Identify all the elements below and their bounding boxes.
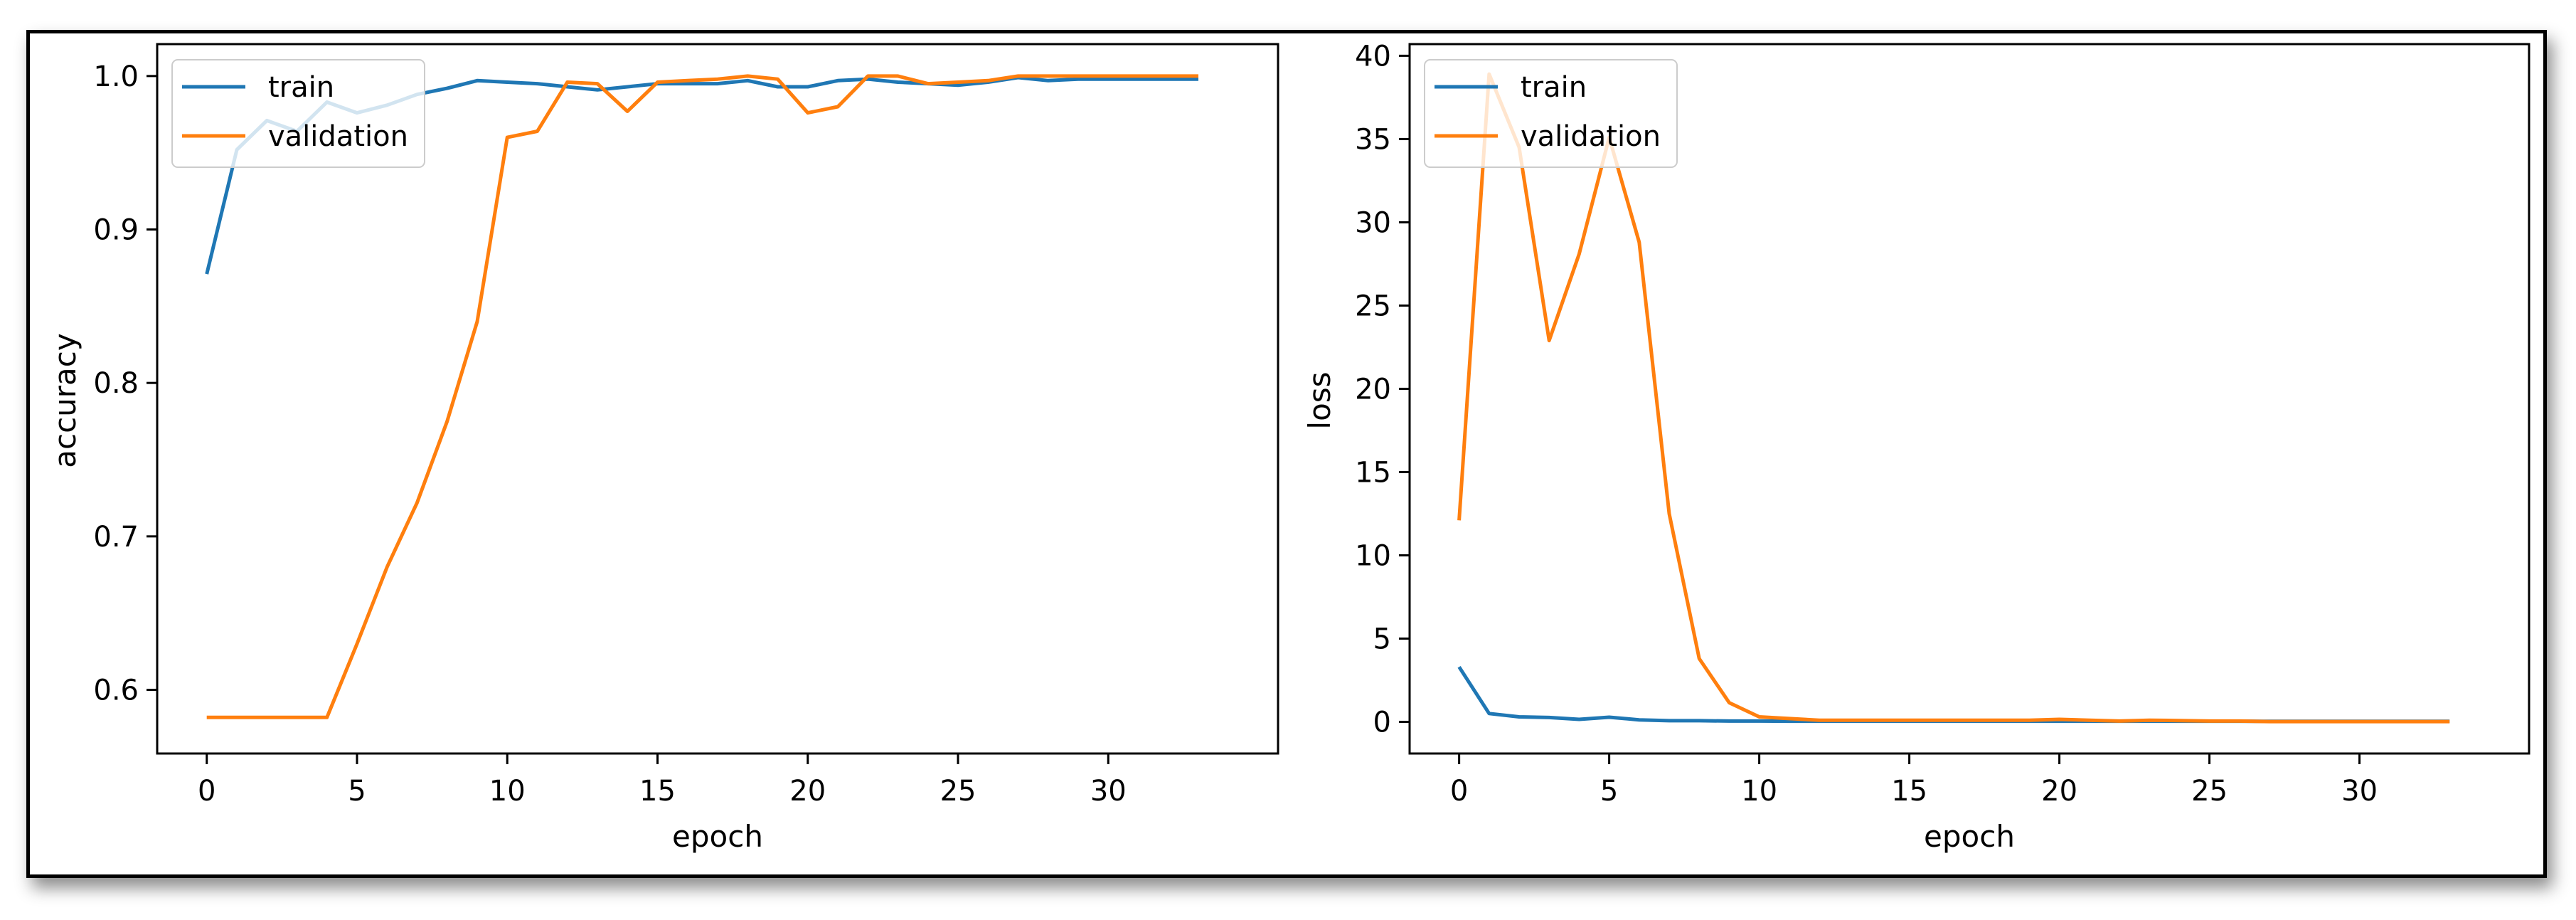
x-tick-label: 30 [2341,775,2378,808]
y-tick-label: 25 [1355,290,1391,322]
legend-validation-label: validation [268,120,408,153]
y-tick-label: 15 [1355,456,1391,489]
x-tick-label: 10 [1741,775,1777,808]
y-tick-label: 0.8 [93,367,139,400]
accuracy-y-axis: 0.6 0.7 0.8 0.9 1.0 [93,60,157,707]
accuracy-x-axis-label: epoch [672,819,763,854]
loss-y-axis-label: loss [1302,371,1337,429]
legend-train-label: train [1521,71,1587,104]
y-tick-label: 40 [1355,40,1391,73]
loss-x-axis: 0 5 10 15 20 25 30 [1450,754,2378,808]
accuracy-x-axis: 0 5 10 15 20 25 30 [198,754,1127,808]
loss-legend: train validation [1424,59,1678,168]
validation-line [206,74,1198,719]
x-tick-label: 30 [1090,775,1127,808]
legend-train-label: train [268,71,334,104]
y-tick-label: 20 [1355,373,1391,406]
x-tick-label: 5 [1600,775,1618,808]
y-tick-label: 5 [1373,623,1391,656]
x-tick-label: 20 [2041,775,2077,808]
accuracy-y-axis-label: accuracy [48,333,83,468]
x-tick-label: 15 [1891,775,1927,808]
x-tick-label: 20 [789,775,826,808]
validation-line [1457,72,2450,724]
y-tick-label: 0 [1373,707,1391,739]
y-tick-label: 1.0 [93,60,139,93]
loss-y-axis: 0 5 10 15 20 25 30 35 40 [1355,40,1410,739]
x-tick-label: 25 [940,775,976,808]
y-tick-label: 35 [1355,123,1391,156]
loss-chart: 0 5 10 15 20 25 30 35 40 0 5 10 15 20 25 30 epoch loss… [1302,40,2530,854]
x-tick-label: 15 [639,775,676,808]
y-tick-label: 0.9 [93,214,139,247]
y-tick-label: 10 [1355,539,1391,572]
y-tick-label: 30 [1355,206,1391,239]
x-tick-label: 0 [1450,775,1468,808]
y-tick-label: 0.6 [93,675,139,707]
y-tick-label: 0.7 [93,521,139,554]
x-tick-label: 25 [2191,775,2228,808]
loss-series [1457,72,2450,724]
x-tick-label: 5 [348,775,366,808]
x-tick-label: 10 [489,775,526,808]
loss-x-axis-label: epoch [1924,819,2015,854]
legend-validation-label: validation [1521,120,1661,153]
x-tick-label: 0 [198,775,215,808]
accuracy-chart: 0.6 0.7 0.8 0.9 1.0 0 5 10 15 20 25 30 epoch accur… [48,43,1279,854]
accuracy-legend: train validation [171,59,425,168]
